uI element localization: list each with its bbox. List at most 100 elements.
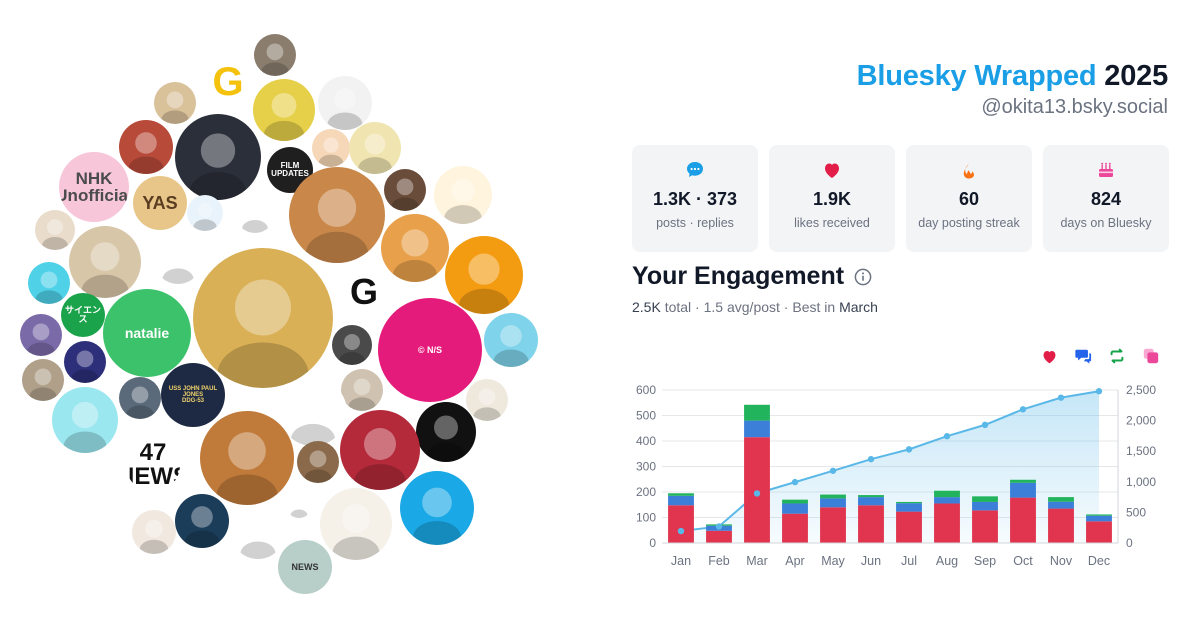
cumulative-point-feb — [715, 523, 723, 530]
avatar-ghost-cartoon[interactable] — [187, 195, 223, 231]
x-tick-label: Dec — [1088, 554, 1110, 568]
stat-card-days: 824 days on Bluesky — [1043, 145, 1169, 252]
avatar-picture — [327, 88, 363, 130]
avatar-manga-man[interactable] — [445, 236, 523, 314]
bar-segment-may-2 — [820, 494, 846, 499]
avatar-47-news[interactable]: 47 NEWS — [126, 438, 180, 492]
avatar-picture — [305, 188, 369, 263]
avatar-plush-toy[interactable] — [484, 313, 538, 367]
avatar-black-cat[interactable] — [175, 114, 261, 200]
avatar-blonde-girl-manga[interactable] — [434, 166, 492, 224]
avatar-chibi-boy[interactable] — [235, 193, 275, 233]
avatar-two-chibis[interactable] — [35, 210, 75, 250]
y-left-tick-label: 200 — [636, 485, 656, 499]
avatar-picture — [240, 517, 276, 559]
avatar-natalie[interactable]: natalie — [103, 289, 191, 377]
stat-label: likes received — [794, 216, 870, 230]
avatar-purple-headphones[interactable] — [20, 314, 62, 356]
avatar-red-coat-figure[interactable] — [119, 120, 173, 174]
avatar-t-logo[interactable] — [175, 494, 229, 548]
avatar-elderly-man[interactable] — [22, 359, 64, 401]
avatar-person-photo[interactable] — [254, 34, 296, 76]
avatar-apples-sign[interactable] — [340, 410, 420, 490]
avatar-sketch-character[interactable] — [318, 76, 372, 130]
avatar-anime-blonde[interactable] — [154, 82, 196, 124]
reply-icon[interactable] — [1074, 347, 1092, 365]
avatar-plush-dog[interactable] — [200, 411, 294, 505]
avatar-picture — [81, 242, 129, 298]
cumulative-point-dec — [1095, 388, 1103, 395]
avatar-anime-sketch[interactable] — [349, 122, 401, 174]
stat-value: 1.3K · 373 — [652, 189, 738, 209]
avatar-anime-brown-hair[interactable] — [384, 169, 426, 211]
avatar-label: FILM UPDATES — [271, 161, 309, 178]
avatar-uss-john-paul-jones[interactable]: USS JOHN PAUL JONES DDG-53 — [161, 363, 225, 427]
avatar-picture — [458, 253, 510, 314]
avatar-g-logo-black[interactable]: G — [344, 272, 384, 312]
avatar-ns-character[interactable]: © N/S — [378, 298, 482, 402]
stat-card-likes: 1.9K likes received — [769, 145, 895, 252]
avatar-sheep-cartoon[interactable] — [231, 505, 285, 559]
cumulative-point-oct — [1019, 406, 1027, 413]
avatar-label: © N/S — [417, 344, 443, 355]
avatar-chibi-warrior[interactable] — [132, 510, 176, 554]
avatar-nhk-unofficial[interactable]: NHK Unofficial — [59, 152, 129, 222]
avatar-penguin[interactable] — [400, 471, 474, 545]
avatar-g-logo-yellow[interactable]: G — [204, 58, 252, 106]
info-icon[interactable] — [854, 268, 872, 286]
x-tick-label: Feb — [708, 554, 730, 568]
avatar-pig-cartoon[interactable] — [312, 129, 350, 167]
avatar-manga-blonde-closeup[interactable] — [193, 248, 333, 388]
avatar-controller-face[interactable] — [279, 378, 347, 446]
avatar-picture — [184, 506, 220, 548]
avatar-picture — [290, 497, 308, 518]
avatar-ld-logo[interactable] — [416, 402, 476, 462]
avatar-label: YAS — [142, 193, 178, 213]
cumulative-point-jan — [677, 527, 685, 535]
engagement-summary: 2.5K total · 1.5 avg/post · Best in Marc… — [632, 299, 878, 315]
avatar-picture — [473, 388, 501, 421]
avatar-red-vase[interactable] — [154, 236, 202, 284]
avatar-bird-photo[interactable] — [466, 379, 508, 421]
avatar-picture — [444, 179, 482, 224]
bar-segment-sep-1 — [972, 501, 998, 511]
avatar-manga-couple[interactable] — [69, 226, 141, 298]
x-tick-label: Aug — [936, 554, 958, 568]
cumulative-point-apr — [791, 478, 799, 486]
x-tick-label: Jul — [901, 554, 917, 568]
bar-segment-jan-1 — [668, 495, 694, 506]
avatar-cyan-chibi[interactable] — [28, 262, 70, 304]
avatar-swoosh-logo[interactable] — [286, 492, 312, 518]
bar-segment-jan-2 — [668, 493, 694, 496]
avatar-yas[interactable]: YAS — [133, 176, 187, 230]
avatar-lucky-cat[interactable] — [320, 488, 392, 560]
chart-legend — [1040, 347, 1160, 365]
x-tick-label: Apr — [785, 554, 804, 568]
avatar-hooded-figure[interactable] — [253, 79, 315, 141]
avatar-bald-fighter[interactable] — [381, 214, 449, 282]
heart-icon[interactable] — [1040, 347, 1058, 365]
cumulative-area — [681, 391, 1099, 543]
bar-segment-jun-2 — [858, 495, 884, 498]
avatar-news-icon[interactable]: NEWS — [278, 540, 332, 594]
engagement-title: Your Engagement — [632, 262, 872, 291]
avatar-patterned-cat[interactable] — [289, 167, 385, 263]
flame-icon — [958, 159, 980, 181]
avatar-science-jp[interactable]: サイエンス — [61, 293, 105, 337]
avatar-bbc-n[interactable] — [64, 341, 106, 383]
avatar-dark-shrine[interactable] — [332, 325, 372, 365]
avatar-man-indoors[interactable] — [119, 377, 161, 419]
cumulative-point-jun — [867, 455, 875, 463]
user-handle[interactable]: @okita13.bsky.social — [981, 96, 1168, 118]
x-tick-label: Oct — [1013, 554, 1033, 568]
avatar-hands-photo[interactable] — [341, 369, 383, 411]
quote-icon[interactable] — [1142, 347, 1160, 365]
repost-icon[interactable] — [1108, 347, 1126, 365]
bar-segment-jun-1 — [858, 497, 884, 506]
engagement-title-text: Your Engagement — [632, 262, 845, 290]
y-left-tick-label: 300 — [636, 460, 656, 474]
avatar-cat-photo[interactable] — [297, 441, 339, 483]
y-right-tick-label: 1,000 — [1126, 475, 1156, 489]
avatar-ufo-cartoon[interactable] — [52, 387, 118, 453]
avatar-picture — [126, 386, 154, 419]
